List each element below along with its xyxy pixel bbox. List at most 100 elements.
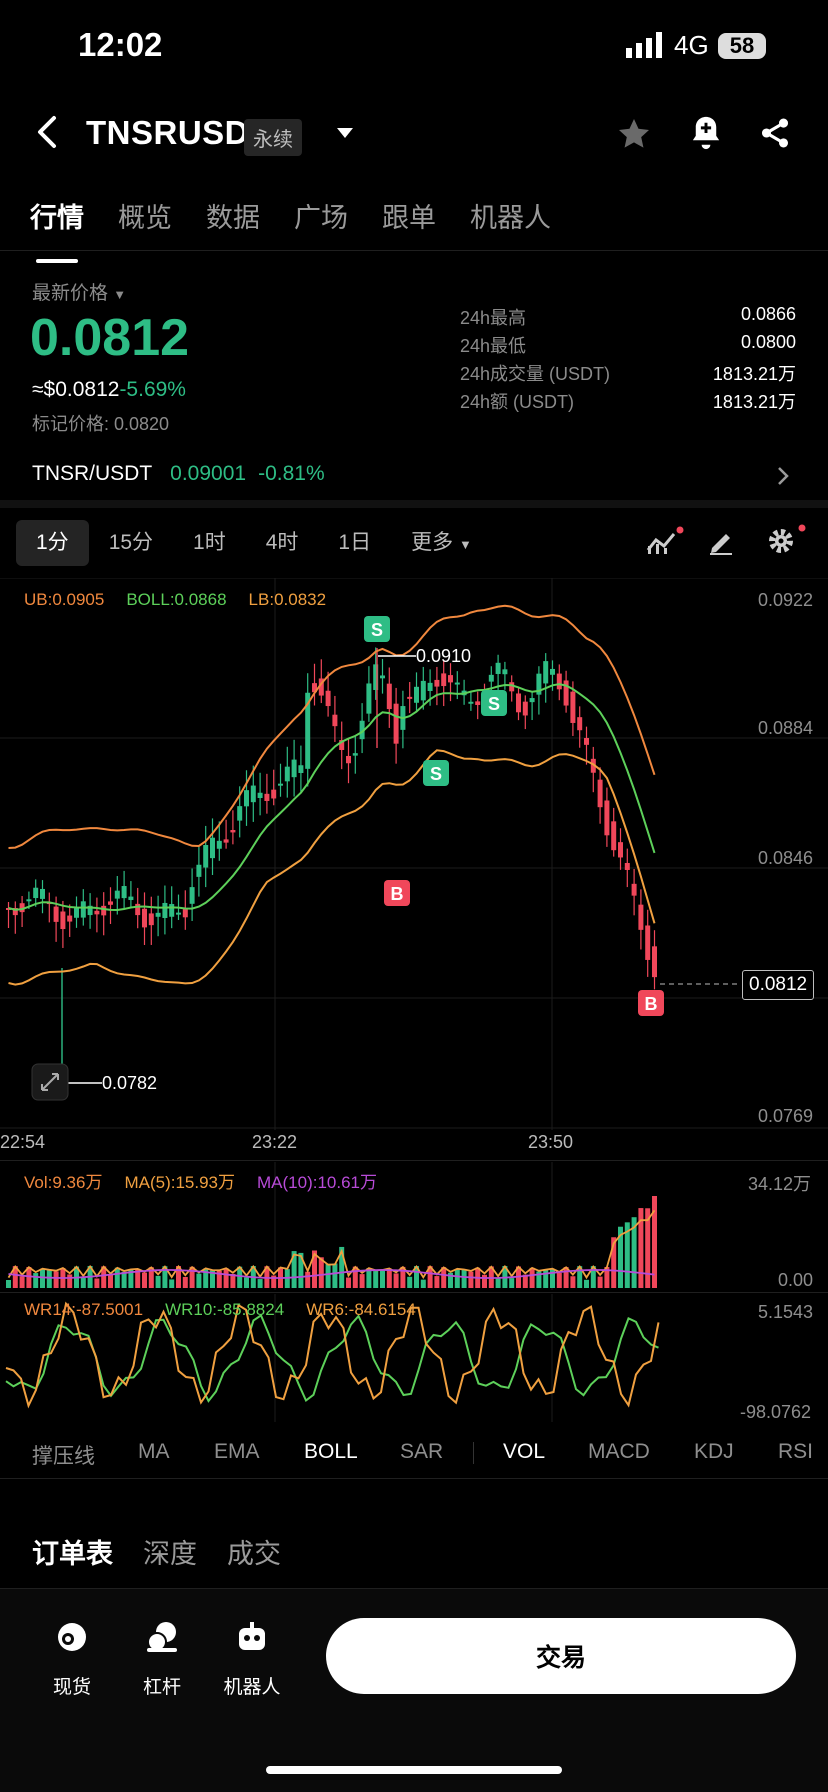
vol-axis-label: 0.00 — [778, 1270, 814, 1290]
indicator-vol[interactable]: VOL — [503, 1440, 546, 1463]
indicator-support-resistance[interactable]: 撑压线 — [32, 1445, 95, 1468]
nav-margin[interactable]: 杠杆 — [122, 1620, 202, 1699]
indicator-sar[interactable]: SAR — [400, 1440, 444, 1463]
vol-ma10-value: MA(10):10.61万 — [257, 1173, 377, 1192]
candle-body — [176, 912, 181, 915]
chevron-down-icon[interactable] — [335, 126, 355, 140]
candle-body — [516, 693, 521, 713]
chevron-right-icon[interactable] — [776, 466, 790, 486]
indicator-rsi[interactable]: RSI — [778, 1440, 814, 1463]
vol-ma5-value: MA(5):15.93万 — [124, 1173, 235, 1192]
low-price-label: 0.0782 — [102, 1073, 157, 1093]
candle-body — [271, 789, 277, 799]
trade-button[interactable]: 交易 — [326, 1618, 796, 1694]
tab-trades[interactable]: 成交 — [227, 1539, 281, 1569]
wr6-value: WR6:-84.6154 — [306, 1300, 416, 1319]
interval-1m[interactable]: 1分 — [16, 520, 89, 566]
volume-bar — [40, 1268, 45, 1288]
tab-overview[interactable]: 概览 — [118, 203, 172, 233]
candle-body — [67, 915, 73, 922]
candle-body — [318, 678, 324, 696]
candle-body — [618, 842, 623, 858]
interval-1d[interactable]: 1日 — [338, 531, 372, 554]
nav-spot[interactable]: 现货 — [32, 1620, 112, 1699]
back-icon[interactable] — [28, 112, 68, 152]
interval-more[interactable]: 更多 ▼ — [411, 531, 472, 554]
interval-4h[interactable]: 4时 — [265, 531, 299, 554]
contract-tag[interactable]: 永续 — [244, 119, 302, 156]
candle-body — [597, 779, 603, 808]
candle-body — [448, 675, 453, 683]
candlestick-chart[interactable]: 0.0910 0.0782 S S S B B — [0, 578, 828, 1130]
candle-body — [611, 821, 617, 851]
share-icon[interactable] — [758, 116, 792, 150]
volume-bar — [244, 1277, 249, 1288]
volume-bar — [536, 1271, 542, 1288]
indicator-kdj[interactable]: KDJ — [694, 1440, 734, 1463]
candle-body — [359, 720, 365, 740]
volume-bar — [352, 1266, 358, 1288]
candle-body — [652, 946, 657, 978]
volume-bar — [12, 1266, 18, 1288]
interval-15m[interactable]: 15分 — [108, 531, 154, 554]
wr-legend: WR14:-87.5001 WR10:-85.8824 WR6:-84.6154 — [24, 1300, 416, 1320]
tab-order-book[interactable]: 订单表 — [32, 1539, 113, 1569]
tab-square[interactable]: 广场 — [294, 203, 348, 233]
indicator-icon[interactable] — [644, 526, 684, 556]
volume-bar — [400, 1266, 406, 1288]
tab-bot[interactable]: 机器人 — [470, 203, 551, 233]
tab-depth[interactable]: 深度 — [143, 1539, 197, 1569]
candle-body — [169, 904, 175, 917]
expand-icon[interactable] — [31, 1063, 69, 1101]
candle-body — [386, 683, 392, 710]
indicator-ma[interactable]: MA — [138, 1440, 170, 1463]
draw-pencil-icon[interactable] — [706, 526, 736, 556]
candle-body — [529, 698, 535, 703]
alert-bell-icon[interactable] — [688, 114, 724, 152]
star-icon[interactable] — [616, 116, 652, 152]
boll-legend: UB:0.0905 BOLL:0.0868 LB:0.0832 — [24, 590, 326, 610]
vol-ma5-line — [7, 1209, 656, 1280]
candle-body — [94, 910, 100, 915]
candle-body — [250, 785, 256, 803]
volume-bar — [414, 1266, 419, 1288]
candle-body — [74, 908, 79, 918]
volume-bar — [563, 1267, 569, 1288]
volume-bar — [441, 1267, 447, 1288]
stat-24h-amount: 24h额 (USDT) 1813.21万 — [460, 392, 796, 412]
time-axis-label: 23:50 — [528, 1132, 574, 1152]
nav-bot[interactable]: 机器人 — [212, 1620, 292, 1699]
candle-body — [624, 863, 630, 870]
candle-body — [550, 668, 555, 675]
volume-bar — [196, 1273, 202, 1288]
candle-body — [393, 703, 399, 744]
candle-body — [373, 664, 379, 690]
volume-bar — [67, 1274, 73, 1288]
tab-data[interactable]: 数据 — [206, 203, 260, 233]
tab-copy-trade[interactable]: 跟单 — [382, 203, 436, 233]
candle-body — [223, 839, 229, 843]
volume-bar — [577, 1266, 583, 1288]
candle-body — [543, 661, 549, 684]
stat-24h-high: 24h最高 0.0866 — [460, 304, 796, 328]
pair-title[interactable]: TNSRUSDT — [86, 114, 270, 151]
boll-lower-line — [8, 749, 656, 986]
robot-icon — [239, 1622, 265, 1650]
indicator-boll[interactable]: BOLL — [304, 1440, 358, 1463]
indicator-macd[interactable]: MACD — [588, 1440, 650, 1463]
volume-bar — [108, 1274, 113, 1288]
interval-1h[interactable]: 1时 — [193, 531, 226, 554]
last-price-label[interactable]: 最新价格 ▼ — [32, 283, 127, 304]
spot-pair-row[interactable]: TNSR/USDT 0.09001 -0.81% — [32, 462, 325, 486]
home-indicator[interactable] — [266, 1766, 562, 1774]
candle-body — [142, 908, 147, 928]
indicator-ema[interactable]: EMA — [214, 1440, 260, 1463]
volume-legend: Vol:9.36万 MA(5):15.93万 MA(10):10.61万 — [24, 1168, 377, 1193]
indicator-divider — [473, 1442, 474, 1464]
high-price-label: 0.0910 — [416, 646, 471, 666]
candle-body — [210, 837, 215, 859]
tab-market[interactable]: 行情 — [30, 196, 84, 263]
mark-price: 标记价格: 0.0820 — [32, 414, 170, 434]
settings-gear-icon[interactable] — [766, 524, 806, 558]
divider — [0, 1160, 828, 1161]
